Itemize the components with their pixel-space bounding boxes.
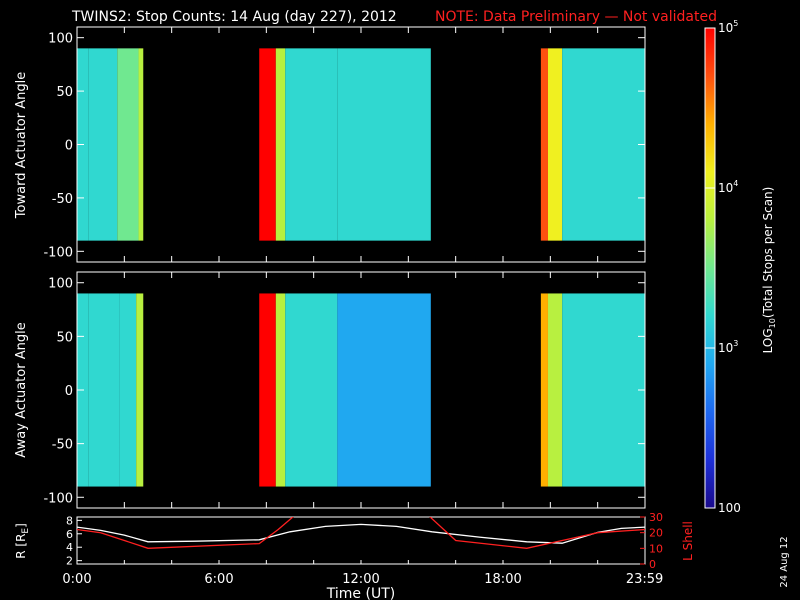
colorbar-tick-label: 100	[718, 501, 741, 515]
y-tick-label: -50	[52, 438, 73, 453]
y-tick-label: 8	[66, 514, 73, 527]
away-ylabel: Away Actuator Angle	[14, 322, 29, 457]
heatmap-column	[540, 48, 548, 241]
colorbar: 105 104 103 100	[704, 19, 741, 515]
y-tick-label: 6	[66, 528, 73, 541]
heatmap-column	[259, 48, 276, 241]
right-tick-label: 20	[649, 527, 663, 540]
orbit-right-ylabel: L Shell	[681, 521, 695, 561]
x-tick-label: 23:59	[626, 572, 663, 587]
heatmap-column	[117, 48, 139, 241]
colorbar-tick-label: 104	[718, 179, 738, 195]
heatmap-column	[562, 48, 610, 241]
xaxis-label: Time (UT)	[326, 586, 395, 600]
y-tick-label: -100	[43, 245, 73, 260]
y-tick-label: 0	[65, 139, 73, 154]
heatmap-column	[259, 293, 276, 487]
x-tick-label: 0:00	[62, 572, 91, 587]
title-note: NOTE: Data Preliminary — Not validated	[435, 9, 717, 25]
heatmap-column	[547, 293, 563, 487]
orbit-left-ylabel: R [RE]	[14, 523, 31, 559]
title-main: TWINS2: Stop Counts: 14 Aug (day 227), 2…	[71, 9, 397, 25]
y-tick-label: 4	[66, 541, 73, 554]
heatmap-column	[119, 293, 137, 487]
colorbar-tick-label: 105	[718, 19, 738, 35]
x-tick-label: 12:00	[342, 572, 379, 587]
lshell-series-line	[77, 517, 294, 549]
heatmap-column	[562, 293, 610, 487]
y-tick-label: 0	[65, 384, 73, 399]
colorbar-tick-label: 103	[718, 339, 738, 355]
x-tick-label: 18:00	[484, 572, 521, 587]
y-tick-label: 100	[48, 32, 73, 47]
date-stamp: 24 Aug 12	[779, 536, 790, 587]
right-tick-label: 30	[649, 511, 663, 524]
x-tick-label: 6:00	[204, 572, 233, 587]
heatmap-column	[337, 48, 431, 241]
r-series-line	[77, 523, 645, 544]
away-angle-panel: 100 50 0 -50 -100	[43, 271, 646, 509]
heatmap-column	[275, 48, 286, 241]
heatmap-column	[88, 293, 120, 487]
heatmap-column	[275, 293, 286, 487]
right-tick-label: 10	[649, 542, 663, 555]
y-tick-label: 50	[56, 330, 73, 345]
y-tick-label: 100	[48, 277, 73, 292]
heatmap-column	[337, 293, 431, 487]
colorbar-scale	[705, 28, 715, 508]
heatmap-column	[285, 48, 338, 241]
y-tick-label: -50	[52, 192, 73, 207]
toward-angle-panel: 100 50 0 -50 -100	[43, 26, 646, 263]
y-tick-label: -100	[43, 491, 73, 506]
y-tick-label: 2	[66, 555, 73, 568]
heatmap-column	[138, 48, 144, 241]
colorbar-label: LOG10(Total Stops per Scan)	[761, 187, 777, 354]
heatmap-column	[88, 48, 118, 241]
heatmap-column	[540, 293, 548, 487]
heatmap-column	[136, 293, 144, 487]
right-tick-label: 0	[649, 558, 656, 571]
lshell-series-line	[429, 517, 645, 549]
heatmap-column	[285, 293, 338, 487]
toward-ylabel: Toward Actuator Angle	[14, 72, 29, 219]
y-tick-label: 50	[56, 85, 73, 100]
heatmap-column	[547, 48, 563, 241]
